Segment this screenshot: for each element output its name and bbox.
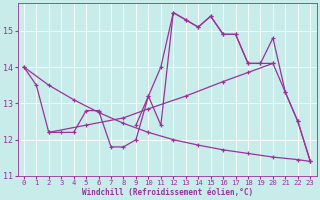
X-axis label: Windchill (Refroidissement éolien,°C): Windchill (Refroidissement éolien,°C) bbox=[82, 188, 253, 197]
